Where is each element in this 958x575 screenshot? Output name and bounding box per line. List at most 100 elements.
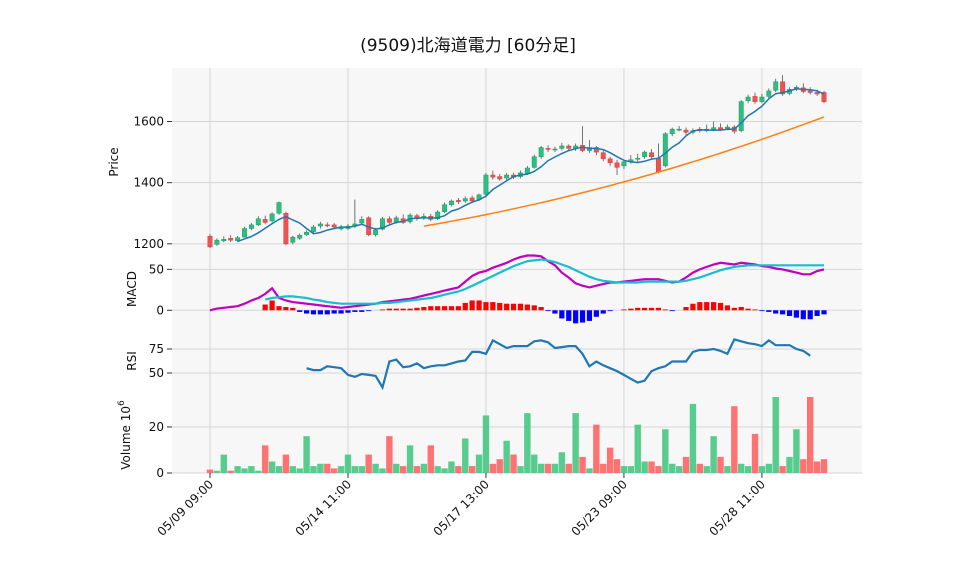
- macd-hist-bar-37: [462, 302, 468, 311]
- macd-hist-bar-45: [517, 303, 524, 311]
- macd-hist-bar-50: [552, 310, 558, 314]
- volume-bar-31: [420, 463, 428, 473]
- macd-hist-bar-46: [524, 304, 530, 311]
- volume-bar-7: [255, 470, 262, 473]
- candle-body-64: [649, 152, 654, 157]
- rsi-panel: 50 75 RSI: [125, 325, 862, 397]
- macd-hist-bar-69: [683, 307, 689, 311]
- volume-bar-32: [427, 445, 434, 473]
- volume-bar-58: [606, 447, 614, 473]
- volume-bar-5: [241, 468, 248, 473]
- macd-ytick-label-0: 0: [156, 303, 164, 317]
- price-ytick-label-0: 1200: [133, 237, 164, 251]
- candle-body-8: [262, 219, 268, 223]
- volume-bar-51: [558, 452, 566, 473]
- candle-body-73: [711, 127, 717, 130]
- macd-hist-bar-87: [807, 310, 813, 320]
- vol-panel: 0 20 Volume 106: [117, 397, 862, 480]
- macd-hist-bar-81: [766, 310, 772, 312]
- price-ytick-label-2: 1600: [133, 115, 164, 129]
- macd-hist-bar-58: [607, 310, 613, 312]
- candle-body-81: [766, 90, 772, 97]
- macd-hist-bar-10: [276, 306, 282, 311]
- macd-hist-bar-60: [621, 309, 627, 311]
- volume-bar-0: [206, 469, 214, 473]
- volume-bar-74: [717, 456, 724, 473]
- macd-hist-bar-75: [724, 305, 731, 311]
- volume-bar-82: [772, 397, 779, 473]
- x-tick-label-1: 05/14 11:00: [293, 477, 355, 539]
- macd-hist-bar-82: [773, 310, 779, 314]
- macd-hist-bar-8: [262, 304, 268, 311]
- candle-body-1: [214, 239, 220, 245]
- volume-bar-53: [572, 413, 579, 473]
- candle-body-37: [462, 198, 468, 202]
- macd-hist-bar-53: [573, 310, 579, 324]
- macd-hist-bar-80: [759, 310, 765, 312]
- macd-hist-bar-19: [338, 310, 344, 314]
- candle-body-18: [331, 224, 337, 228]
- candle-body-27: [393, 217, 399, 223]
- candle-body-2: [221, 238, 227, 242]
- volume-bar-54: [579, 456, 586, 473]
- volume-bar-35: [448, 461, 455, 473]
- macd-hist-bar-67: [669, 310, 675, 312]
- volume-bar-83: [779, 466, 786, 473]
- volume-bar-23: [365, 454, 372, 473]
- candle-body-41: [490, 174, 496, 178]
- macd-hist-bar-66: [662, 309, 668, 311]
- candle-body-5: [242, 228, 247, 238]
- candle-body-57: [600, 152, 606, 160]
- volume-bar-11: [282, 454, 290, 473]
- candle-body-22: [359, 219, 365, 224]
- volume-bar-39: [475, 454, 483, 473]
- volume-bar-25: [379, 468, 386, 473]
- macd-hist-bar-29: [407, 308, 413, 311]
- volume-bar-72: [703, 466, 710, 473]
- volume-bar-43: [503, 440, 510, 473]
- candle-body-89: [821, 92, 827, 102]
- rsi-ylabel: RSI: [125, 351, 139, 371]
- rsi-line: [306, 338, 811, 391]
- macd-ylabel: MACD: [125, 271, 139, 307]
- volume-bar-20: [344, 454, 352, 473]
- volume-bar-67: [669, 463, 676, 473]
- volume-bar-64: [648, 461, 655, 473]
- macd-hist-bar-35: [448, 306, 455, 311]
- candle-body-63: [642, 151, 648, 157]
- macd-hist-bar-26: [386, 308, 392, 311]
- macd-hist-bar-62: [635, 307, 641, 311]
- macd-hist-bar-74: [717, 302, 724, 311]
- volume-bar-42: [496, 459, 503, 473]
- volume-bar-63: [641, 461, 648, 473]
- volume-bar-34: [441, 468, 448, 473]
- volume-bar-69: [682, 456, 690, 473]
- volume-bar-79: [751, 433, 759, 473]
- volume-bar-6: [248, 466, 255, 473]
- candle-body-34: [442, 204, 448, 212]
- candle-body-82: [773, 81, 779, 91]
- volume-bar-50: [551, 463, 559, 473]
- volume-bar-27: [393, 463, 400, 473]
- candle-body-33: [435, 211, 441, 220]
- volume-bar-66: [662, 429, 669, 473]
- macd-hist-bar-9: [269, 300, 275, 311]
- candle-body-67: [669, 128, 675, 134]
- candle-body-14: [304, 231, 310, 235]
- vol-ytick-label-1: 20: [149, 420, 164, 434]
- volume-bar-55: [586, 468, 593, 473]
- ma-long-line: [423, 116, 825, 227]
- volume-bar-88: [813, 461, 821, 473]
- volume-bar-56: [593, 424, 600, 473]
- volume-bar-18: [330, 468, 338, 473]
- macd-hist-bar-34: [441, 306, 448, 311]
- volume-bar-29: [406, 445, 414, 473]
- volume-bar-61: [627, 466, 635, 473]
- candle-body-0: [207, 235, 213, 248]
- price-panel-background: [172, 68, 862, 253]
- candle-body-47: [531, 156, 537, 168]
- volume-bar-24: [372, 463, 379, 473]
- macd-hist-bar-78: [745, 308, 751, 311]
- volume-bar-46: [524, 413, 531, 473]
- macd-hist-bar-63: [642, 307, 648, 311]
